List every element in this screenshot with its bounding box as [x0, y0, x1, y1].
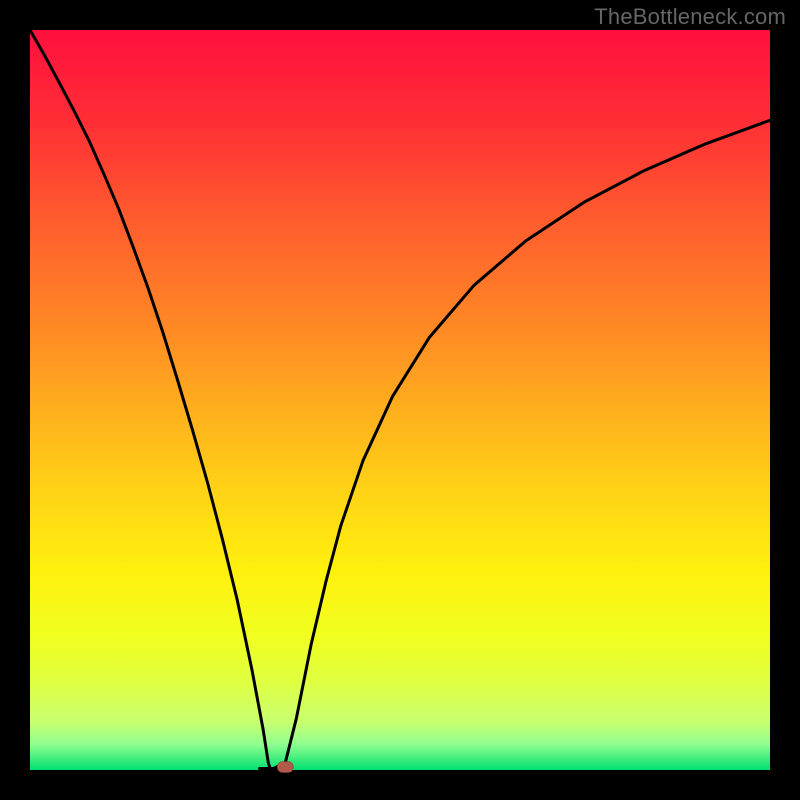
bottleneck-chart	[0, 0, 800, 800]
optimal-point-marker	[277, 762, 293, 773]
chart-background-gradient	[30, 30, 770, 770]
watermark-text: TheBottleneck.com	[594, 4, 786, 30]
chart-container: TheBottleneck.com	[0, 0, 800, 800]
